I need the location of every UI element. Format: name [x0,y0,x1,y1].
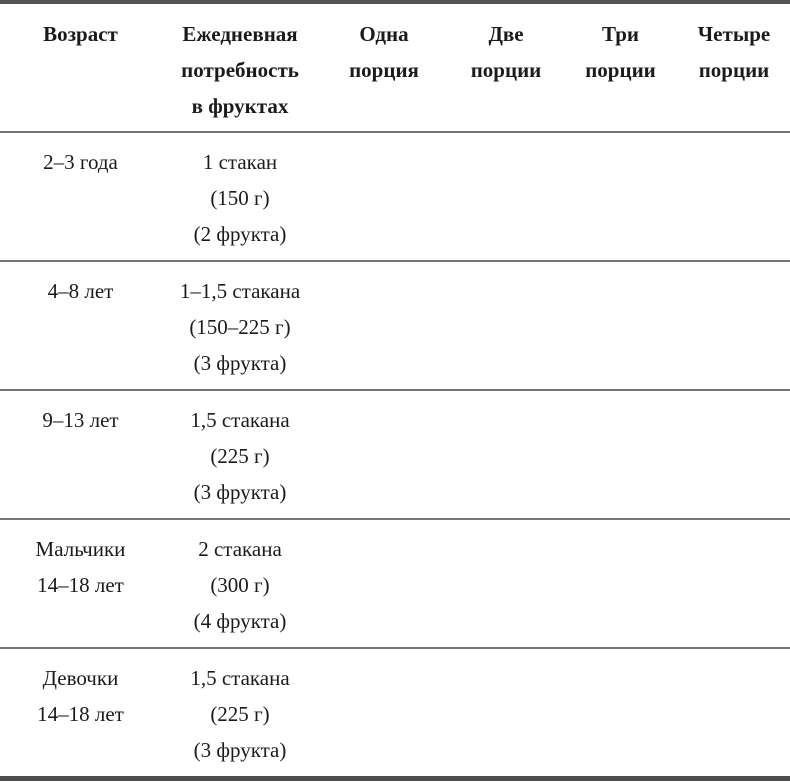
table-row: Девочки 14–18 лет 1,5 стакана (225 г) (3… [0,648,790,779]
age-text-line: Девочки [42,666,119,690]
two-portions-cell [449,648,563,779]
table-body: 2–3 года 1 стакан (150 г) (2 фрукта) 4–8… [0,132,790,779]
need-text-line: (225 г) [210,444,270,468]
need-text-line: (150–225 г) [189,315,291,339]
daily-need-cell: 2 стакана (300 г) (4 фрукта) [161,519,319,649]
header-text-line: Ежедневная [182,22,298,46]
header-text-line: Три [602,22,639,46]
daily-need-cell: 1 стакан (150 г) (2 фрукта) [161,132,319,262]
one-portion-cell [319,261,449,391]
age-text-line: Мальчики [35,537,126,561]
header-text-line: порции [470,58,542,82]
need-text-line: 1 стакан [202,150,278,174]
header-text-line: порции [698,58,770,82]
header-cell-age: Возраст [0,2,161,133]
header-text-line: Четыре [697,22,771,46]
age-cell: 2–3 года [0,132,161,262]
three-portions-cell [563,519,678,649]
one-portion-cell [319,390,449,520]
table-header: Возраст Ежедневная потребность в фруктах… [0,2,790,133]
need-text-line: (150 г) [210,186,270,210]
header-text-line: Возраст [43,22,118,46]
age-text-line: 4–8 лет [47,279,114,303]
daily-need-cell: 1,5 стакана (225 г) (3 фрукта) [161,390,319,520]
age-cell: Мальчики 14–18 лет [0,519,161,649]
header-cell-three-portions: Три порции [563,2,678,133]
four-portions-cell [678,261,790,391]
three-portions-cell [563,648,678,779]
table-row: 9–13 лет 1,5 стакана (225 г) (3 фрукта) [0,390,790,520]
four-portions-cell [678,519,790,649]
need-text-line: 1,5 стакана [190,408,290,432]
age-text-line: 14–18 лет [37,573,124,597]
age-text-line: 14–18 лет [37,702,124,726]
three-portions-cell [563,132,678,262]
table-row: 2–3 года 1 стакан (150 г) (2 фрукта) [0,132,790,262]
daily-need-cell: 1–1,5 стакана (150–225 г) (3 фрукта) [161,261,319,391]
need-text-line: (3 фрукта) [193,480,287,504]
two-portions-cell [449,390,563,520]
three-portions-cell [563,261,678,391]
need-text-line: 1–1,5 стакана [179,279,301,303]
header-text-line: Две [488,22,524,46]
header-text-line: порция [349,58,419,82]
two-portions-cell [449,261,563,391]
three-portions-cell [563,390,678,520]
header-cell-four-portions: Четыре порции [678,2,790,133]
age-text-line: 9–13 лет [42,408,119,432]
header-text-line: Одна [359,22,409,46]
header-text-line: порции [585,58,656,82]
two-portions-cell [449,132,563,262]
one-portion-cell [319,648,449,779]
table-row: 4–8 лет 1–1,5 стакана (150–225 г) (3 фру… [0,261,790,391]
age-cell: Девочки 14–18 лет [0,648,161,779]
daily-need-cell: 1,5 стакана (225 г) (3 фрукта) [161,648,319,779]
four-portions-cell [678,390,790,520]
need-text-line: (300 г) [210,573,270,597]
header-row: Возраст Ежедневная потребность в фруктах… [0,2,790,133]
need-text-line: (4 фрукта) [193,609,287,633]
need-text-line: (3 фрукта) [193,738,287,762]
need-text-line: (2 фрукта) [193,222,287,246]
header-text-line: потребность [181,58,299,82]
header-text-line: в фруктах [191,94,289,118]
need-text-line: (3 фрукта) [193,351,287,375]
need-text-line: 2 стакана [198,537,282,561]
header-cell-one-portion: Одна порция [319,2,449,133]
one-portion-cell [319,519,449,649]
age-cell: 4–8 лет [0,261,161,391]
need-text-line: 1,5 стакана [190,666,290,690]
four-portions-cell [678,648,790,779]
four-portions-cell [678,132,790,262]
age-text-line: 2–3 года [43,150,118,174]
age-cell: 9–13 лет [0,390,161,520]
two-portions-cell [449,519,563,649]
table-row: Мальчики 14–18 лет 2 стакана (300 г) (4 … [0,519,790,649]
header-cell-daily-need: Ежедневная потребность в фруктах [161,2,319,133]
one-portion-cell [319,132,449,262]
header-cell-two-portions: Две порции [449,2,563,133]
need-text-line: (225 г) [210,702,270,726]
